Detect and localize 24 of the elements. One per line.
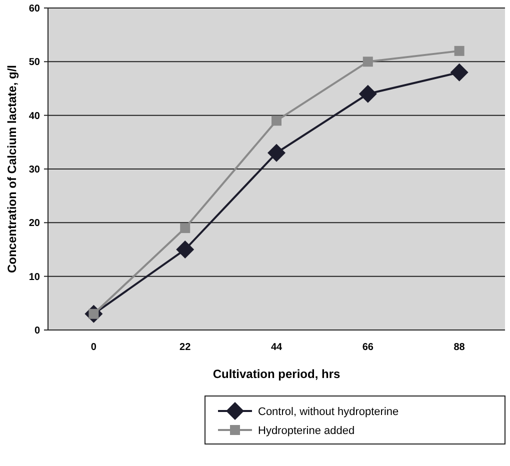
y-axis-title: Concentration of Calcium lactate, g/l: [5, 64, 19, 274]
y-tick-label: 20: [28, 218, 40, 230]
legend-label: Control, without hydropterine: [258, 406, 399, 418]
point: [454, 46, 464, 56]
point: [268, 144, 286, 162]
legend-label: Hydropterine added: [258, 424, 355, 437]
point: [450, 63, 468, 82]
y-tick-label: 60: [28, 4, 40, 14]
x-tick-label: 22: [180, 342, 192, 353]
x-tick-label: 88: [454, 342, 466, 353]
y-tick-label: 0: [34, 326, 40, 336]
point: [180, 223, 190, 234]
y-tick-label: 30: [28, 164, 40, 176]
point: [362, 56, 373, 67]
x-tick-label: 66: [362, 342, 374, 353]
point: [358, 84, 377, 103]
y-tick-label: 40: [28, 110, 40, 122]
x-axis-title: Cultivation period, hrs: [212, 367, 340, 381]
x-tick-label: 0: [90, 342, 97, 353]
x-tick-label: 44: [270, 342, 282, 353]
point: [272, 116, 282, 126]
point: [176, 240, 194, 258]
y-tick-label: 10: [28, 272, 40, 283]
y-tick-label: 50: [28, 57, 40, 68]
